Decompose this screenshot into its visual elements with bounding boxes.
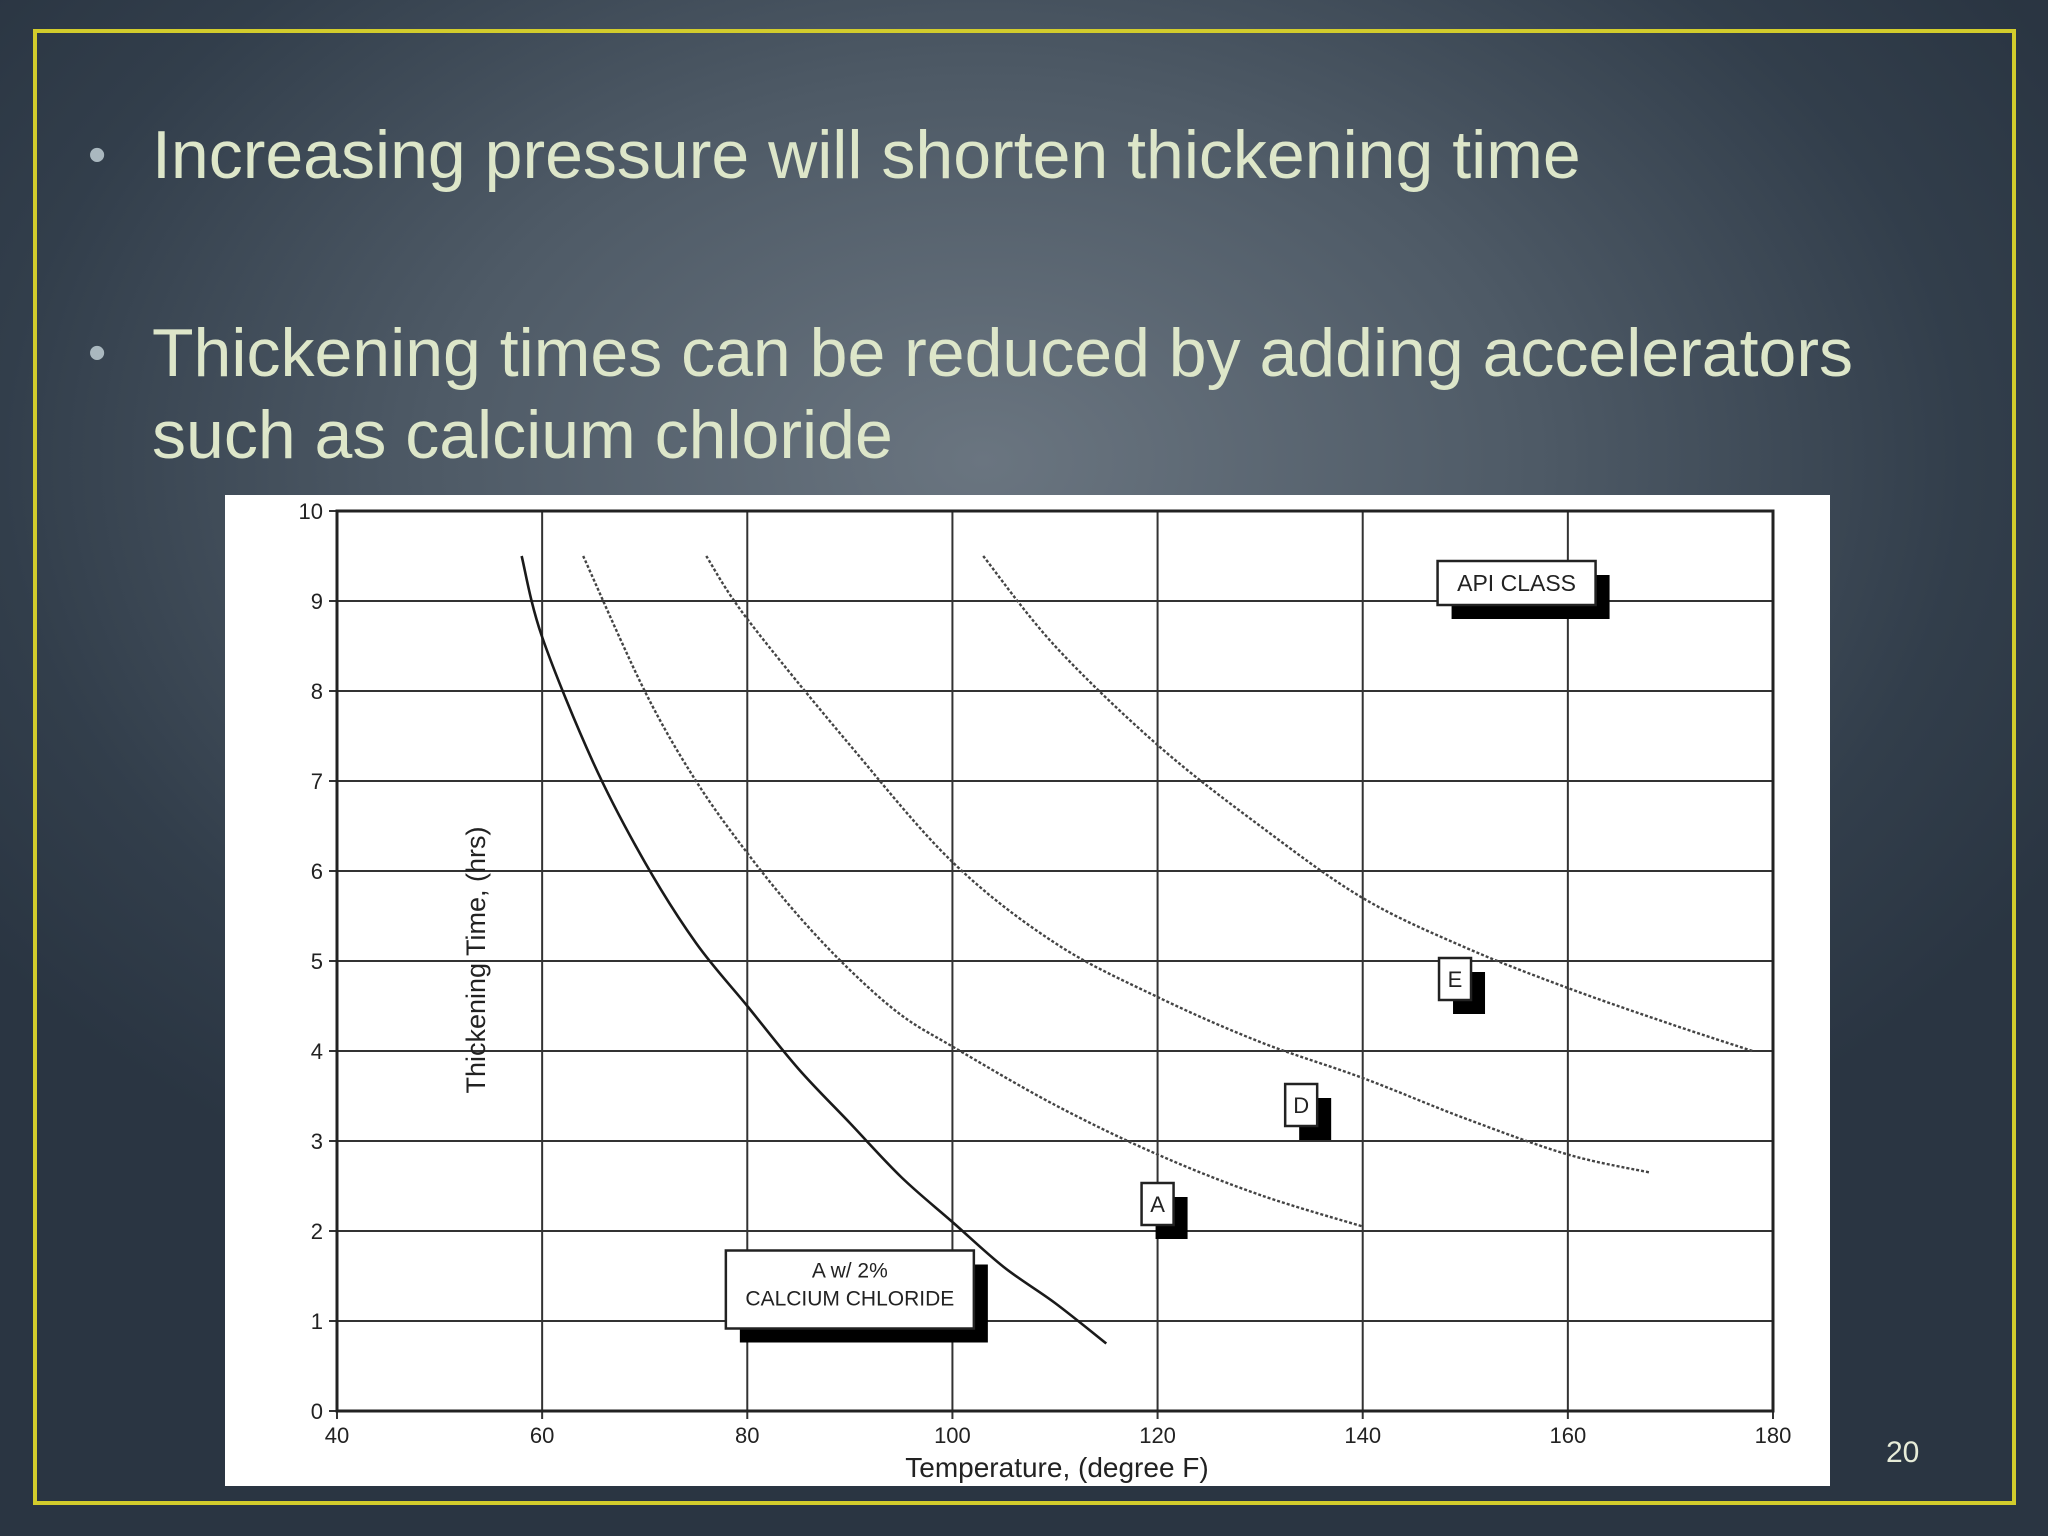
y-tick-label: 9	[311, 589, 323, 614]
bullet-item: • Thickening times can be reduced by add…	[88, 312, 1952, 476]
series-line-e	[982, 555, 1753, 1053]
x-tick-label: 180	[1755, 1423, 1792, 1448]
chart-series	[520, 555, 1753, 1345]
x-tick-label: 160	[1549, 1423, 1586, 1448]
series-line-a-w-2-calcium-chloride	[520, 555, 1108, 1345]
x-tick-label: 40	[325, 1423, 349, 1448]
bullet-text: Increasing pressure will shorten thicken…	[152, 117, 1581, 193]
x-tick-label: 100	[934, 1423, 971, 1448]
x-axis-label: Temperature, (degree F)	[905, 1452, 1208, 1483]
series-tag-text: E	[1448, 967, 1463, 992]
callout-text: A w/ 2%	[812, 1260, 888, 1283]
chart-annotations: API CLASS E D A A w/ 2% CALCIUM CHLORIDE	[724, 559, 1610, 1343]
slide-frame	[33, 29, 2016, 1505]
series-tag-text: D	[1293, 1093, 1309, 1118]
legend-title-text: API CLASS	[1457, 570, 1576, 596]
y-tick-label: 4	[311, 1039, 323, 1064]
plot-area-border	[335, 509, 1775, 1413]
series-tag-e-box	[1437, 956, 1473, 1002]
y-tick-label: 2	[311, 1219, 323, 1244]
bullet-text: Thickening times can be reduced by addin…	[152, 315, 1853, 473]
x-tick-label: 120	[1139, 1423, 1176, 1448]
callout-calcium-chloride-box	[724, 1249, 976, 1330]
series-tag-a-box	[1140, 1181, 1175, 1227]
x-tick-label: 140	[1344, 1423, 1381, 1448]
chart-axes: 40 60 80 100 120 140 160 180 0 1 2 3 4 5 6 7 8 9 10	[299, 499, 1792, 1448]
thickening-time-chart: 40 60 80 100 120 140 160 180 0 1 2 3 4 5 6 7 8 9 10 API CL…	[225, 495, 1830, 1486]
series-line-a	[582, 555, 1364, 1228]
y-axis-label: Thickening Time, (hrs)	[461, 826, 491, 1093]
bullet-item: • Increasing pressure will shorten thick…	[88, 114, 1952, 196]
bullet-dot-icon: •	[88, 126, 107, 184]
y-tick-label: 0	[311, 1399, 323, 1424]
x-tick-label: 60	[530, 1423, 554, 1448]
y-tick-label: 10	[299, 499, 323, 524]
series-tag-d-box	[1283, 1082, 1319, 1128]
x-tick-label: 80	[735, 1423, 759, 1448]
bullet-dot-icon: •	[88, 324, 107, 382]
y-tick-label: 7	[311, 769, 323, 794]
y-tick-label: 5	[311, 949, 323, 974]
legend-title-box	[1436, 559, 1597, 607]
y-tick-label: 6	[311, 859, 323, 884]
y-tick-label: 3	[311, 1129, 323, 1154]
series-line-d	[705, 555, 1651, 1174]
slide-number: 20	[1886, 1436, 1920, 1469]
callout-text: CALCIUM CHLORIDE	[745, 1288, 954, 1311]
y-tick-label: 1	[311, 1309, 323, 1334]
series-tag-text: A	[1150, 1192, 1165, 1217]
y-tick-label: 8	[311, 679, 323, 704]
